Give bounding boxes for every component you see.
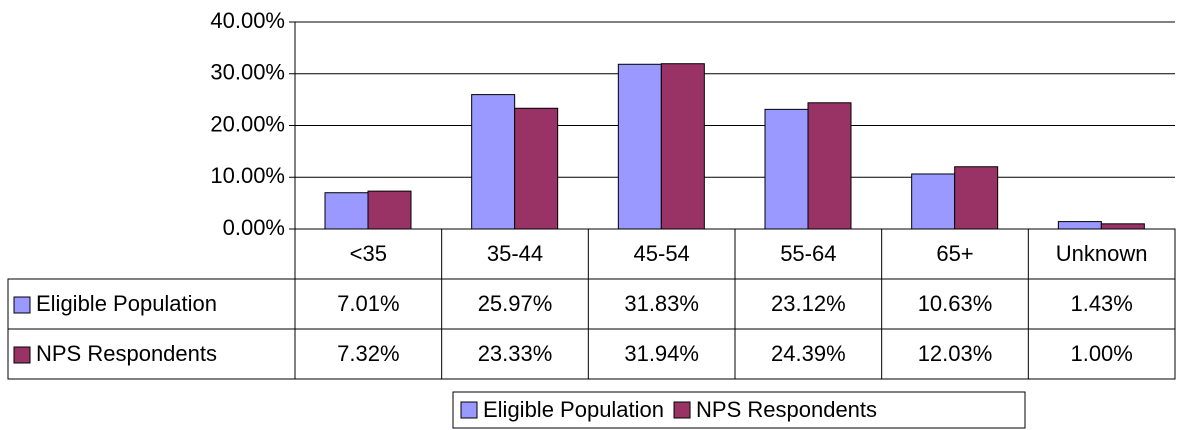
bar: [617, 63, 662, 230]
bar: [514, 107, 559, 230]
table-value: 23.12%: [771, 291, 846, 316]
y-tick-label: 30.00%: [210, 60, 285, 85]
bar: [324, 192, 369, 230]
category-label: Unknown: [1056, 241, 1148, 266]
table-legend-key: [13, 346, 31, 364]
category-label: 55-64: [780, 241, 836, 266]
table-row-label: NPS Respondents: [36, 341, 217, 366]
category-label: 35-44: [487, 241, 543, 266]
bar: [764, 108, 809, 230]
table-value: 1.43%: [1070, 291, 1132, 316]
table-value: 7.32%: [337, 341, 399, 366]
table-value: 10.63%: [918, 291, 993, 316]
table-value: 31.94%: [624, 341, 699, 366]
bar: [367, 190, 412, 230]
y-tick-label: 20.00%: [210, 111, 285, 136]
legend-label: Eligible Population: [483, 397, 664, 422]
bar: [1057, 221, 1102, 230]
table-value: 31.83%: [624, 291, 699, 316]
bar: [471, 94, 516, 230]
y-tick-label: 10.00%: [210, 163, 285, 188]
bar: [807, 102, 852, 230]
y-tick-label: 0.00%: [223, 215, 285, 240]
bar: [1100, 223, 1145, 230]
table-value: 24.39%: [771, 341, 846, 366]
table-value: 12.03%: [918, 341, 993, 366]
table-value: 25.97%: [478, 291, 553, 316]
bar: [954, 166, 999, 230]
table-legend-key: [13, 296, 31, 314]
table-value: 7.01%: [337, 291, 399, 316]
category-label: 65+: [936, 241, 973, 266]
table-value: 1.00%: [1070, 341, 1132, 366]
y-tick-label: 40.00%: [210, 8, 285, 33]
category-label: <35: [350, 241, 387, 266]
table-row-label: Eligible Population: [36, 291, 217, 316]
table-value: 23.33%: [478, 341, 553, 366]
legend-key: [673, 401, 691, 419]
bar: [911, 173, 956, 230]
category-label: 45-54: [634, 241, 690, 266]
legend-key: [460, 401, 478, 419]
bar: [660, 63, 705, 230]
legend-label: NPS Respondents: [696, 397, 877, 422]
legend-box: [452, 391, 1026, 429]
